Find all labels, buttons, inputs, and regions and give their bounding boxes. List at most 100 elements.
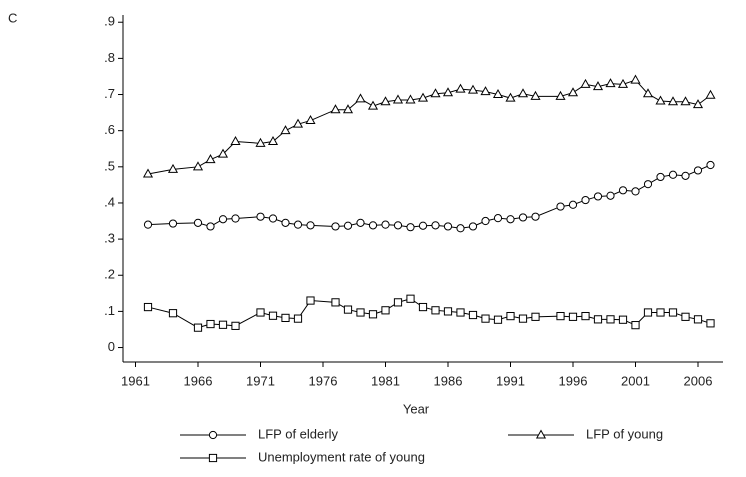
data-point <box>505 92 516 102</box>
data-point <box>568 200 578 209</box>
data-point <box>681 312 690 321</box>
data-point <box>206 222 215 231</box>
data-point <box>142 168 154 178</box>
data-point <box>143 220 153 229</box>
data-point <box>618 186 628 195</box>
data-point <box>518 314 528 323</box>
data-point <box>417 92 429 102</box>
y-tick-label: .4 <box>104 194 115 209</box>
data-point <box>406 294 415 303</box>
y-tick-label: .6 <box>104 122 115 137</box>
y-tick-label: .5 <box>104 158 115 173</box>
data-point <box>567 87 579 97</box>
x-tick-label: 2001 <box>621 373 650 388</box>
data-point <box>267 135 279 146</box>
data-point <box>706 160 715 170</box>
data-point <box>281 218 290 227</box>
data-point <box>705 89 716 99</box>
data-point <box>343 221 353 230</box>
data-point <box>293 314 303 323</box>
data-point <box>643 180 653 189</box>
data-point <box>167 163 179 173</box>
data-point <box>456 224 465 233</box>
data-point <box>368 310 378 319</box>
data-point <box>418 221 428 230</box>
data-point <box>280 125 291 135</box>
data-point <box>667 96 679 106</box>
data-point <box>231 214 240 223</box>
data-point <box>380 96 391 106</box>
x-tick-label: 1996 <box>559 373 588 388</box>
data-point <box>517 88 529 98</box>
data-point <box>368 221 378 230</box>
data-point <box>706 319 715 328</box>
x-axis-label: Year <box>403 401 430 416</box>
data-point <box>693 315 703 324</box>
data-point <box>231 321 240 330</box>
data-point <box>281 313 290 323</box>
x-tick-label: 1986 <box>434 373 463 388</box>
data-point <box>431 306 440 315</box>
y-tick-label: .1 <box>104 303 115 318</box>
data-point <box>492 88 504 99</box>
data-point <box>493 315 503 324</box>
data-point <box>581 311 590 321</box>
data-point <box>530 90 541 100</box>
data-point <box>393 221 403 230</box>
data-point <box>331 298 340 307</box>
y-tick-label: 0 <box>108 339 115 354</box>
data-point <box>143 302 153 312</box>
data-point <box>555 90 566 100</box>
data-point <box>617 78 629 88</box>
data-point <box>218 320 228 329</box>
series-line <box>147 79 711 175</box>
data-point <box>392 94 404 104</box>
data-point <box>418 302 428 312</box>
data-point <box>456 308 465 317</box>
data-point <box>680 96 691 106</box>
data-point <box>255 137 266 147</box>
data-point <box>367 100 379 110</box>
data-point <box>655 95 666 105</box>
data-point <box>293 220 303 229</box>
data-point <box>455 83 466 93</box>
data-point <box>217 148 229 158</box>
x-tick-label: 1991 <box>496 373 525 388</box>
data-point <box>168 309 178 318</box>
panel-label: C <box>8 10 17 25</box>
data-point <box>481 314 490 323</box>
data-point <box>205 154 216 164</box>
data-point <box>342 104 354 114</box>
data-point <box>306 221 315 230</box>
data-point <box>606 315 615 324</box>
data-point <box>355 93 366 103</box>
data-point <box>618 315 628 324</box>
data-point <box>606 191 615 200</box>
data-point <box>592 81 604 91</box>
data-point <box>431 221 440 230</box>
x-tick-label: 1961 <box>121 373 150 388</box>
data-point <box>580 78 591 88</box>
data-point <box>230 135 241 146</box>
data-point <box>593 192 603 201</box>
y-tick-label: .3 <box>104 231 115 246</box>
x-tick-label: 1976 <box>309 373 338 388</box>
data-point <box>356 308 365 317</box>
data-point <box>168 219 178 228</box>
data-point <box>443 307 453 316</box>
data-point <box>443 222 453 231</box>
data-point <box>330 104 341 114</box>
data-point <box>218 215 228 224</box>
data-point <box>381 220 390 229</box>
x-tick-label: 1971 <box>246 373 275 388</box>
y-tick-label: .7 <box>104 86 115 101</box>
data-point <box>192 161 204 171</box>
data-point <box>531 312 540 321</box>
data-point <box>656 172 665 182</box>
data-point <box>692 99 704 109</box>
data-point <box>430 88 441 98</box>
data-point <box>643 308 653 317</box>
data-point <box>630 74 641 84</box>
data-point <box>693 166 703 175</box>
